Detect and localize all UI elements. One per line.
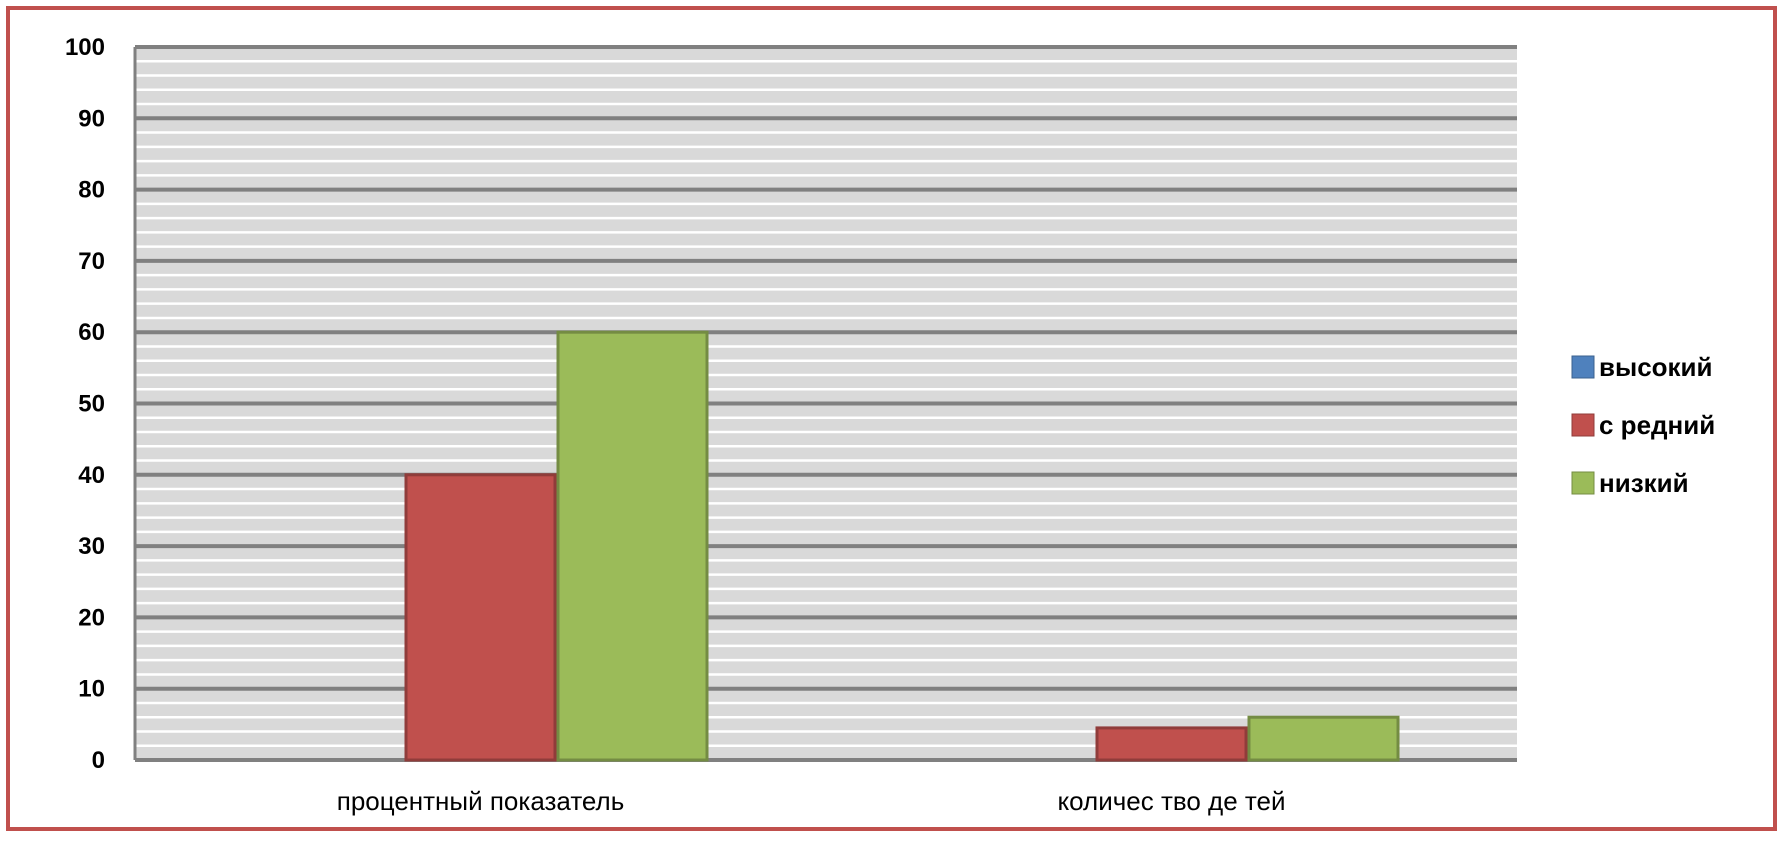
y-tick-label: 100 — [65, 34, 105, 61]
y-tick-label: 90 — [78, 105, 105, 132]
y-tick-label: 40 — [78, 462, 105, 489]
y-tick-label: 30 — [78, 533, 105, 560]
y-tick-label: 70 — [78, 248, 105, 275]
bar — [556, 330, 709, 762]
x-tick-label: процентный показатель — [337, 786, 625, 816]
bar — [404, 473, 557, 762]
legend-swatch — [1571, 413, 1595, 437]
legend-swatch — [1571, 355, 1595, 379]
bar — [1247, 715, 1400, 762]
y-tick-label: 20 — [78, 604, 105, 631]
y-tick-label: 80 — [78, 177, 105, 204]
legend-label: с редний — [1599, 410, 1715, 440]
x-tick-label: количес тво де тей — [1057, 786, 1285, 816]
y-tick-label: 50 — [78, 391, 105, 418]
y-tick-label: 10 — [78, 676, 105, 703]
legend-label: высокий — [1599, 352, 1713, 382]
y-tick-label: 60 — [78, 319, 105, 346]
x-axis: процентный показатель количес тво де тей — [337, 786, 1286, 816]
legend: высокий с редний низкий — [1571, 352, 1715, 498]
y-tick-label: 0 — [92, 747, 105, 774]
legend-swatch — [1571, 471, 1595, 495]
plot-area — [135, 45, 1517, 762]
legend-label: низкий — [1599, 468, 1689, 498]
bar — [1095, 726, 1248, 762]
bars — [404, 330, 1400, 762]
